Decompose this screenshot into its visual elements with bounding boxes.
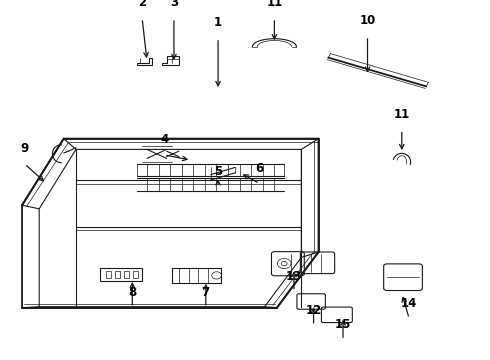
Text: 6: 6 [256, 162, 264, 175]
Text: 2: 2 [138, 0, 146, 9]
Text: 13: 13 [286, 270, 302, 283]
Text: 12: 12 [305, 304, 322, 317]
Text: 7: 7 [202, 286, 210, 299]
Text: 1: 1 [214, 16, 222, 29]
Text: 11: 11 [266, 0, 283, 9]
Text: 11: 11 [393, 108, 410, 121]
Text: 4: 4 [160, 133, 168, 146]
Text: 3: 3 [170, 0, 178, 9]
Text: 5: 5 [214, 165, 222, 178]
Text: 15: 15 [335, 318, 351, 331]
Text: 8: 8 [128, 286, 136, 299]
Text: 10: 10 [359, 14, 376, 27]
Text: 9: 9 [21, 142, 28, 155]
Text: 14: 14 [401, 297, 417, 310]
